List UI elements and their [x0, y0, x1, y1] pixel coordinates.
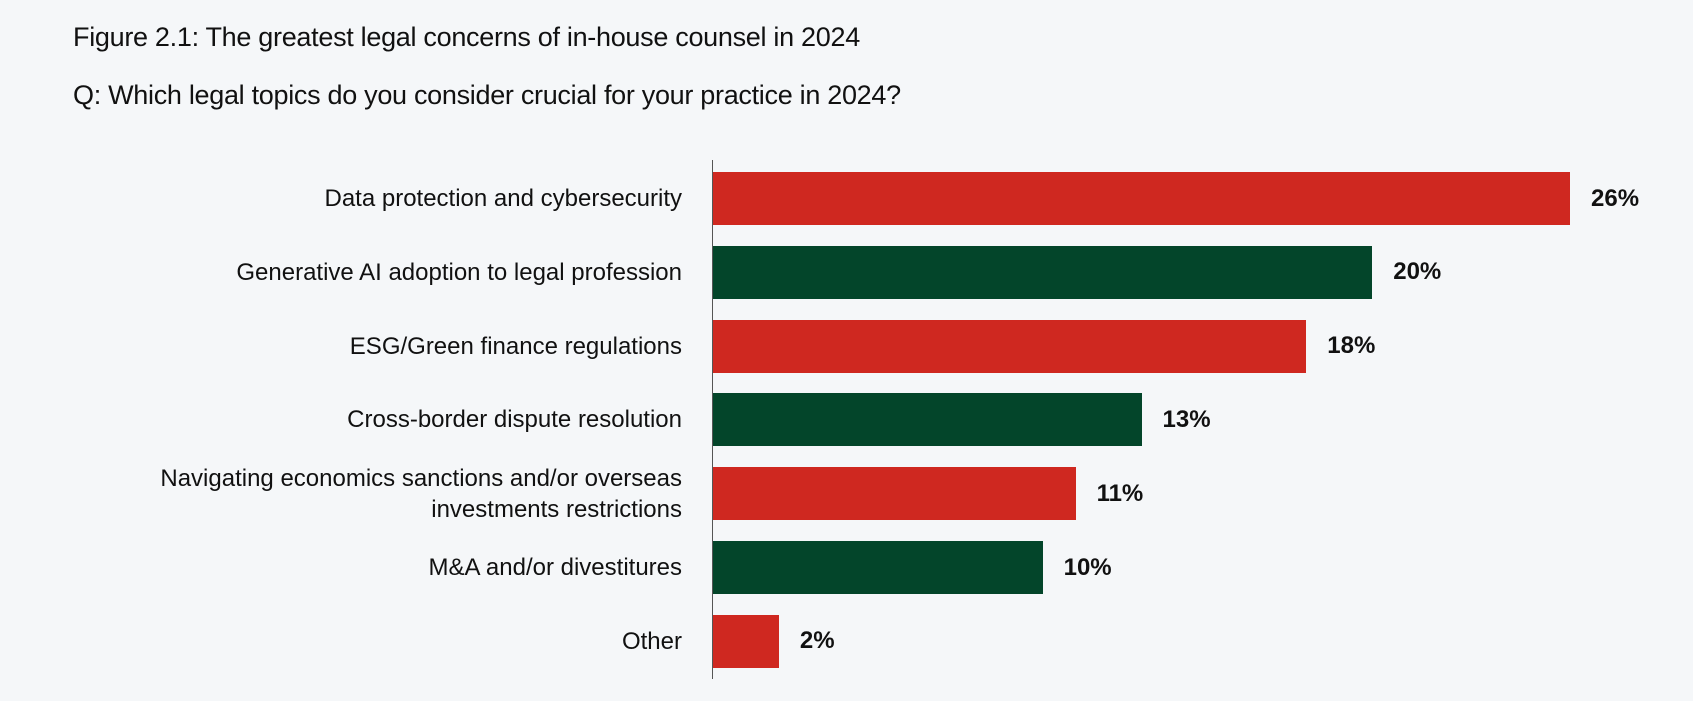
bar	[713, 467, 1076, 521]
category-label: Generative AI adoption to legal professi…	[236, 258, 682, 286]
value-label: 18%	[1327, 332, 1376, 360]
bar-row: Other 2%	[0, 614, 1693, 668]
bar	[713, 319, 1307, 373]
bar	[713, 245, 1373, 299]
bar	[713, 172, 1570, 225]
value-label: 11%	[1096, 479, 1144, 507]
bar-row: Cross-border dispute resolution 13%	[0, 393, 1693, 447]
value-label: 2%	[799, 627, 835, 655]
bar-row: Generative AI adoption to legal professi…	[0, 245, 1693, 299]
y-axis-line	[712, 160, 713, 679]
bar-row: ESG/Green finance regulations 18%	[0, 319, 1693, 373]
value-label: 13%	[1162, 405, 1211, 433]
value-label: 10%	[1063, 553, 1112, 581]
value-label: 20%	[1393, 258, 1442, 286]
category-label: ESG/Green finance regulations	[349, 332, 682, 360]
chart-title: Figure 2.1: The greatest legal concerns …	[73, 22, 860, 52]
bar-row: Data protection and cybersecurity 26%	[0, 172, 1693, 225]
bar-row: Navigating economics sanctions and/or ov…	[0, 464, 1693, 523]
category-label: Cross-border dispute resolution	[347, 406, 682, 434]
category-label: Other	[621, 627, 682, 655]
bar-row: M&A and/or divestitures 10%	[0, 541, 1693, 594]
category-label: M&A and/or divestitures	[428, 554, 682, 581]
chart-subtitle: Q: Which legal topics do you consider cr…	[73, 80, 901, 110]
bar	[713, 614, 779, 668]
bar	[713, 541, 1043, 594]
category-label: Navigating economics sanctions and/or ov…	[160, 464, 682, 523]
value-label: 26%	[1591, 184, 1640, 212]
category-label: Data protection and cybersecurity	[324, 185, 682, 212]
bar	[713, 393, 1142, 447]
